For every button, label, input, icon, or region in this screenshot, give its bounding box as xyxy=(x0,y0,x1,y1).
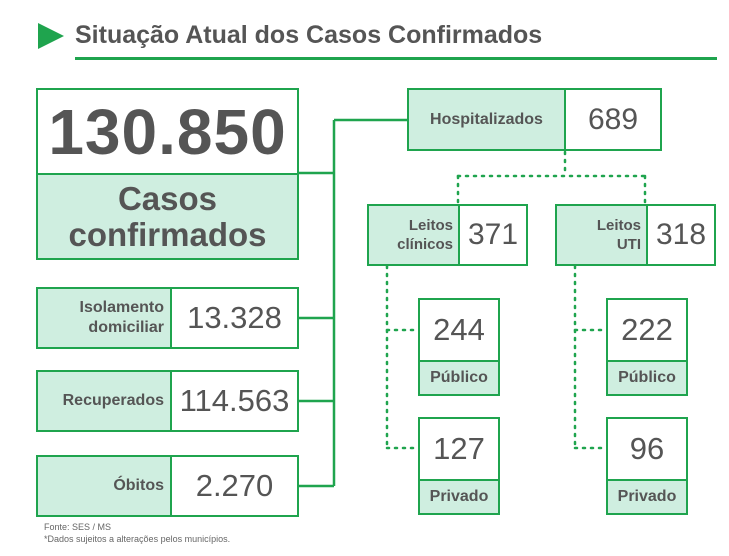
uti-privado-label-box: Privado xyxy=(606,479,688,515)
dotted-connectors xyxy=(385,150,647,450)
isolamento-label-line1: Isolamento xyxy=(79,299,164,316)
recuperados-value: 114.563 xyxy=(179,383,290,418)
obitos-value: 2.270 xyxy=(195,468,274,503)
leitos-uti-value-box: 318 xyxy=(646,204,716,266)
clinicos-privado-label-box: Privado xyxy=(418,479,500,515)
uti-publico-value-box: 222 xyxy=(606,298,688,362)
recuperados-label: Recuperados xyxy=(62,392,164,409)
uti-privado-value: 96 xyxy=(629,431,665,466)
isolamento-label-line2: domiciliar xyxy=(88,319,164,336)
isolamento-label-box: Isolamento domiciliar xyxy=(36,287,172,349)
recuperados-value-box: 114.563 xyxy=(170,370,299,432)
hospitalizados-value-box: 689 xyxy=(564,88,662,151)
uti-publico-label-box: Público xyxy=(606,360,688,396)
obitos-label: Óbitos xyxy=(113,477,164,494)
clinicos-publico-label: Público xyxy=(430,369,488,386)
obitos-value-box: 2.270 xyxy=(170,455,299,517)
leitos-uti-value: 318 xyxy=(655,218,707,251)
total-cases-value-box: 130.850 xyxy=(36,88,299,175)
uti-privado-value-box: 96 xyxy=(606,417,688,481)
leitos-uti-label-line2: UTI xyxy=(616,236,641,253)
isolamento-value: 13.328 xyxy=(187,300,282,335)
page-title: Situação Atual dos Casos Confirmados xyxy=(75,21,543,49)
leitos-clinicos-value: 371 xyxy=(467,218,519,251)
clinicos-privado-label: Privado xyxy=(429,488,489,505)
leitos-clinicos-label-line2: clínicos xyxy=(397,236,453,253)
leitos-uti-label-box: Leitos UTI xyxy=(555,204,648,266)
clinicos-publico-value-box: 244 xyxy=(418,298,500,362)
title-arrow-icon xyxy=(38,23,64,49)
clinicos-publico-label-box: Público xyxy=(418,360,500,396)
recuperados-label-box: Recuperados xyxy=(36,370,172,432)
leitos-uti-label-line1: Leitos xyxy=(596,217,641,234)
title-divider xyxy=(75,57,717,60)
uti-publico-label: Público xyxy=(618,369,676,386)
source-note: Fonte: SES / MS xyxy=(44,522,112,532)
clinicos-privado-value: 127 xyxy=(433,431,485,466)
uti-privado-label: Privado xyxy=(617,488,677,505)
total-cases-label-line1: Casos xyxy=(117,179,218,217)
solid-connectors xyxy=(299,118,407,488)
clinicos-publico-value: 244 xyxy=(433,312,485,347)
total-cases-value: 130.850 xyxy=(48,95,287,168)
total-cases-label-line2: confirmados xyxy=(68,215,267,253)
leitos-clinicos-label-box: Leitos clínicos xyxy=(367,204,460,266)
hospitalizados-label: Hospitalizados xyxy=(430,110,543,128)
hospitalizados-value: 689 xyxy=(587,102,639,136)
leitos-clinicos-value-box: 371 xyxy=(458,204,528,266)
total-cases-label-box: Casos confirmados xyxy=(36,173,299,260)
disclaimer-note: *Dados sujeitos a alterações pelos munic… xyxy=(44,534,231,544)
obitos-label-box: Óbitos xyxy=(36,455,172,517)
hospitalizados-label-box: Hospitalizados xyxy=(407,88,566,151)
leitos-clinicos-label-line1: Leitos xyxy=(408,217,453,234)
clinicos-privado-value-box: 127 xyxy=(418,417,500,481)
uti-publico-value: 222 xyxy=(621,312,673,347)
isolamento-value-box: 13.328 xyxy=(170,287,299,349)
